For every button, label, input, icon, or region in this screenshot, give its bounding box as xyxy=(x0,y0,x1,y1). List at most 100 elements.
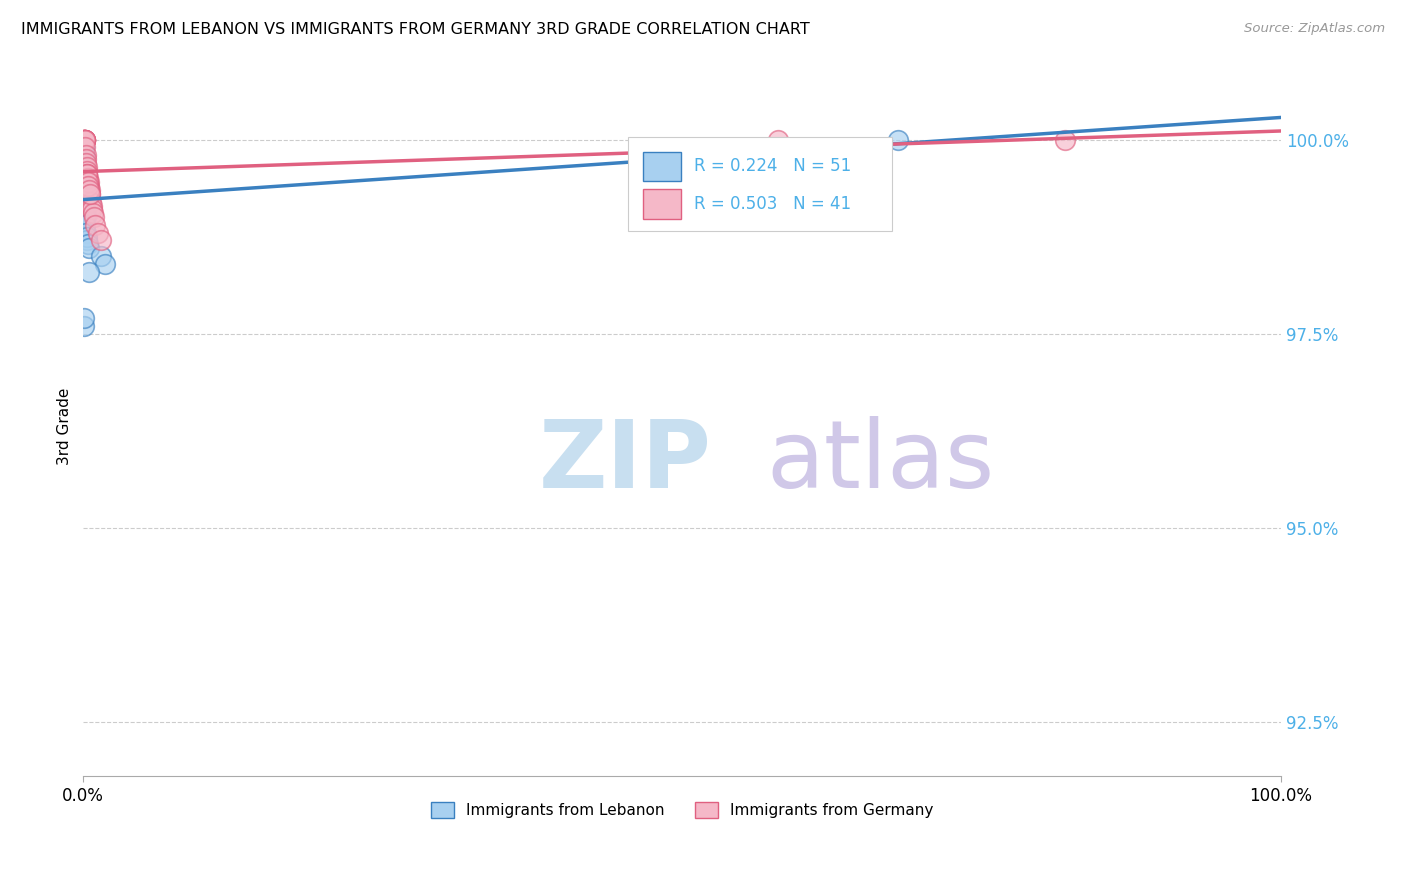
Point xyxy=(73,132,96,146)
Point xyxy=(73,145,96,159)
Point xyxy=(73,318,96,333)
Point xyxy=(73,175,96,189)
Point xyxy=(73,132,96,146)
Point xyxy=(77,237,100,252)
Text: ZIP: ZIP xyxy=(538,416,711,508)
Point xyxy=(73,210,96,224)
Point xyxy=(76,160,98,174)
Point xyxy=(75,210,97,224)
Point xyxy=(73,132,96,146)
Point xyxy=(76,175,98,189)
Point xyxy=(76,168,98,182)
Point xyxy=(73,156,96,170)
Point xyxy=(766,132,789,146)
Point xyxy=(77,171,100,186)
Point xyxy=(75,202,97,217)
Point xyxy=(886,132,908,146)
Point xyxy=(73,179,96,194)
Point xyxy=(73,198,96,212)
Point xyxy=(75,132,97,146)
Point xyxy=(73,132,96,146)
Point xyxy=(73,160,96,174)
Point xyxy=(73,163,96,178)
Point xyxy=(76,229,98,244)
Point xyxy=(73,168,96,182)
Point xyxy=(73,175,96,189)
Point xyxy=(73,191,96,205)
Text: R = 0.503   N = 41: R = 0.503 N = 41 xyxy=(695,195,851,213)
Point xyxy=(77,183,100,197)
Point xyxy=(73,218,96,232)
Point xyxy=(73,168,96,182)
Text: Source: ZipAtlas.com: Source: ZipAtlas.com xyxy=(1244,22,1385,36)
Point xyxy=(90,234,112,248)
FancyBboxPatch shape xyxy=(628,136,891,231)
Point xyxy=(73,132,96,146)
Point xyxy=(79,186,101,201)
Point xyxy=(73,148,96,162)
Point xyxy=(76,168,98,182)
Point xyxy=(73,156,96,170)
Point xyxy=(77,175,100,189)
Point xyxy=(73,132,96,146)
Text: R = 0.224   N = 51: R = 0.224 N = 51 xyxy=(695,157,852,175)
Point xyxy=(76,234,98,248)
Point xyxy=(73,206,96,220)
Point xyxy=(77,179,100,194)
Point xyxy=(73,214,96,228)
Point xyxy=(73,148,96,162)
Point xyxy=(75,152,97,166)
Point xyxy=(82,206,104,220)
FancyBboxPatch shape xyxy=(643,189,681,219)
Point xyxy=(75,206,97,220)
Point xyxy=(75,140,97,154)
Point xyxy=(75,132,97,146)
Point xyxy=(73,186,96,201)
Legend: Immigrants from Lebanon, Immigrants from Germany: Immigrants from Lebanon, Immigrants from… xyxy=(425,797,939,824)
Point xyxy=(73,132,96,146)
Point xyxy=(73,140,96,154)
Point xyxy=(73,132,96,146)
Point xyxy=(73,183,96,197)
Point xyxy=(90,249,112,263)
Point xyxy=(73,175,96,189)
Point xyxy=(73,179,96,194)
Point xyxy=(73,168,96,182)
Point xyxy=(80,194,103,209)
Point xyxy=(77,179,100,194)
Point xyxy=(73,132,96,146)
FancyBboxPatch shape xyxy=(643,152,681,181)
Text: IMMIGRANTS FROM LEBANON VS IMMIGRANTS FROM GERMANY 3RD GRADE CORRELATION CHART: IMMIGRANTS FROM LEBANON VS IMMIGRANTS FR… xyxy=(21,22,810,37)
Point xyxy=(1054,132,1077,146)
Point xyxy=(84,218,107,232)
Point xyxy=(73,163,96,178)
Point xyxy=(79,183,101,197)
Point xyxy=(73,171,96,186)
Point xyxy=(75,183,97,197)
Point xyxy=(73,152,96,166)
Text: atlas: atlas xyxy=(766,416,994,508)
Point xyxy=(73,183,96,197)
Point xyxy=(77,241,100,255)
Point xyxy=(80,198,103,212)
Point xyxy=(79,186,101,201)
Point xyxy=(73,179,96,194)
Point xyxy=(86,226,108,240)
Point xyxy=(73,160,96,174)
Point xyxy=(73,311,96,326)
Point xyxy=(76,163,98,178)
Point xyxy=(75,148,97,162)
Point xyxy=(82,202,104,217)
Point xyxy=(75,226,97,240)
Point xyxy=(94,257,117,271)
Point xyxy=(75,194,97,209)
Point xyxy=(75,156,97,170)
Point xyxy=(75,132,97,146)
Point xyxy=(73,132,96,146)
Point xyxy=(73,163,96,178)
Point xyxy=(75,198,97,212)
Point xyxy=(73,152,96,166)
Point xyxy=(77,264,100,278)
Y-axis label: 3rd Grade: 3rd Grade xyxy=(58,388,72,466)
Point xyxy=(83,210,105,224)
